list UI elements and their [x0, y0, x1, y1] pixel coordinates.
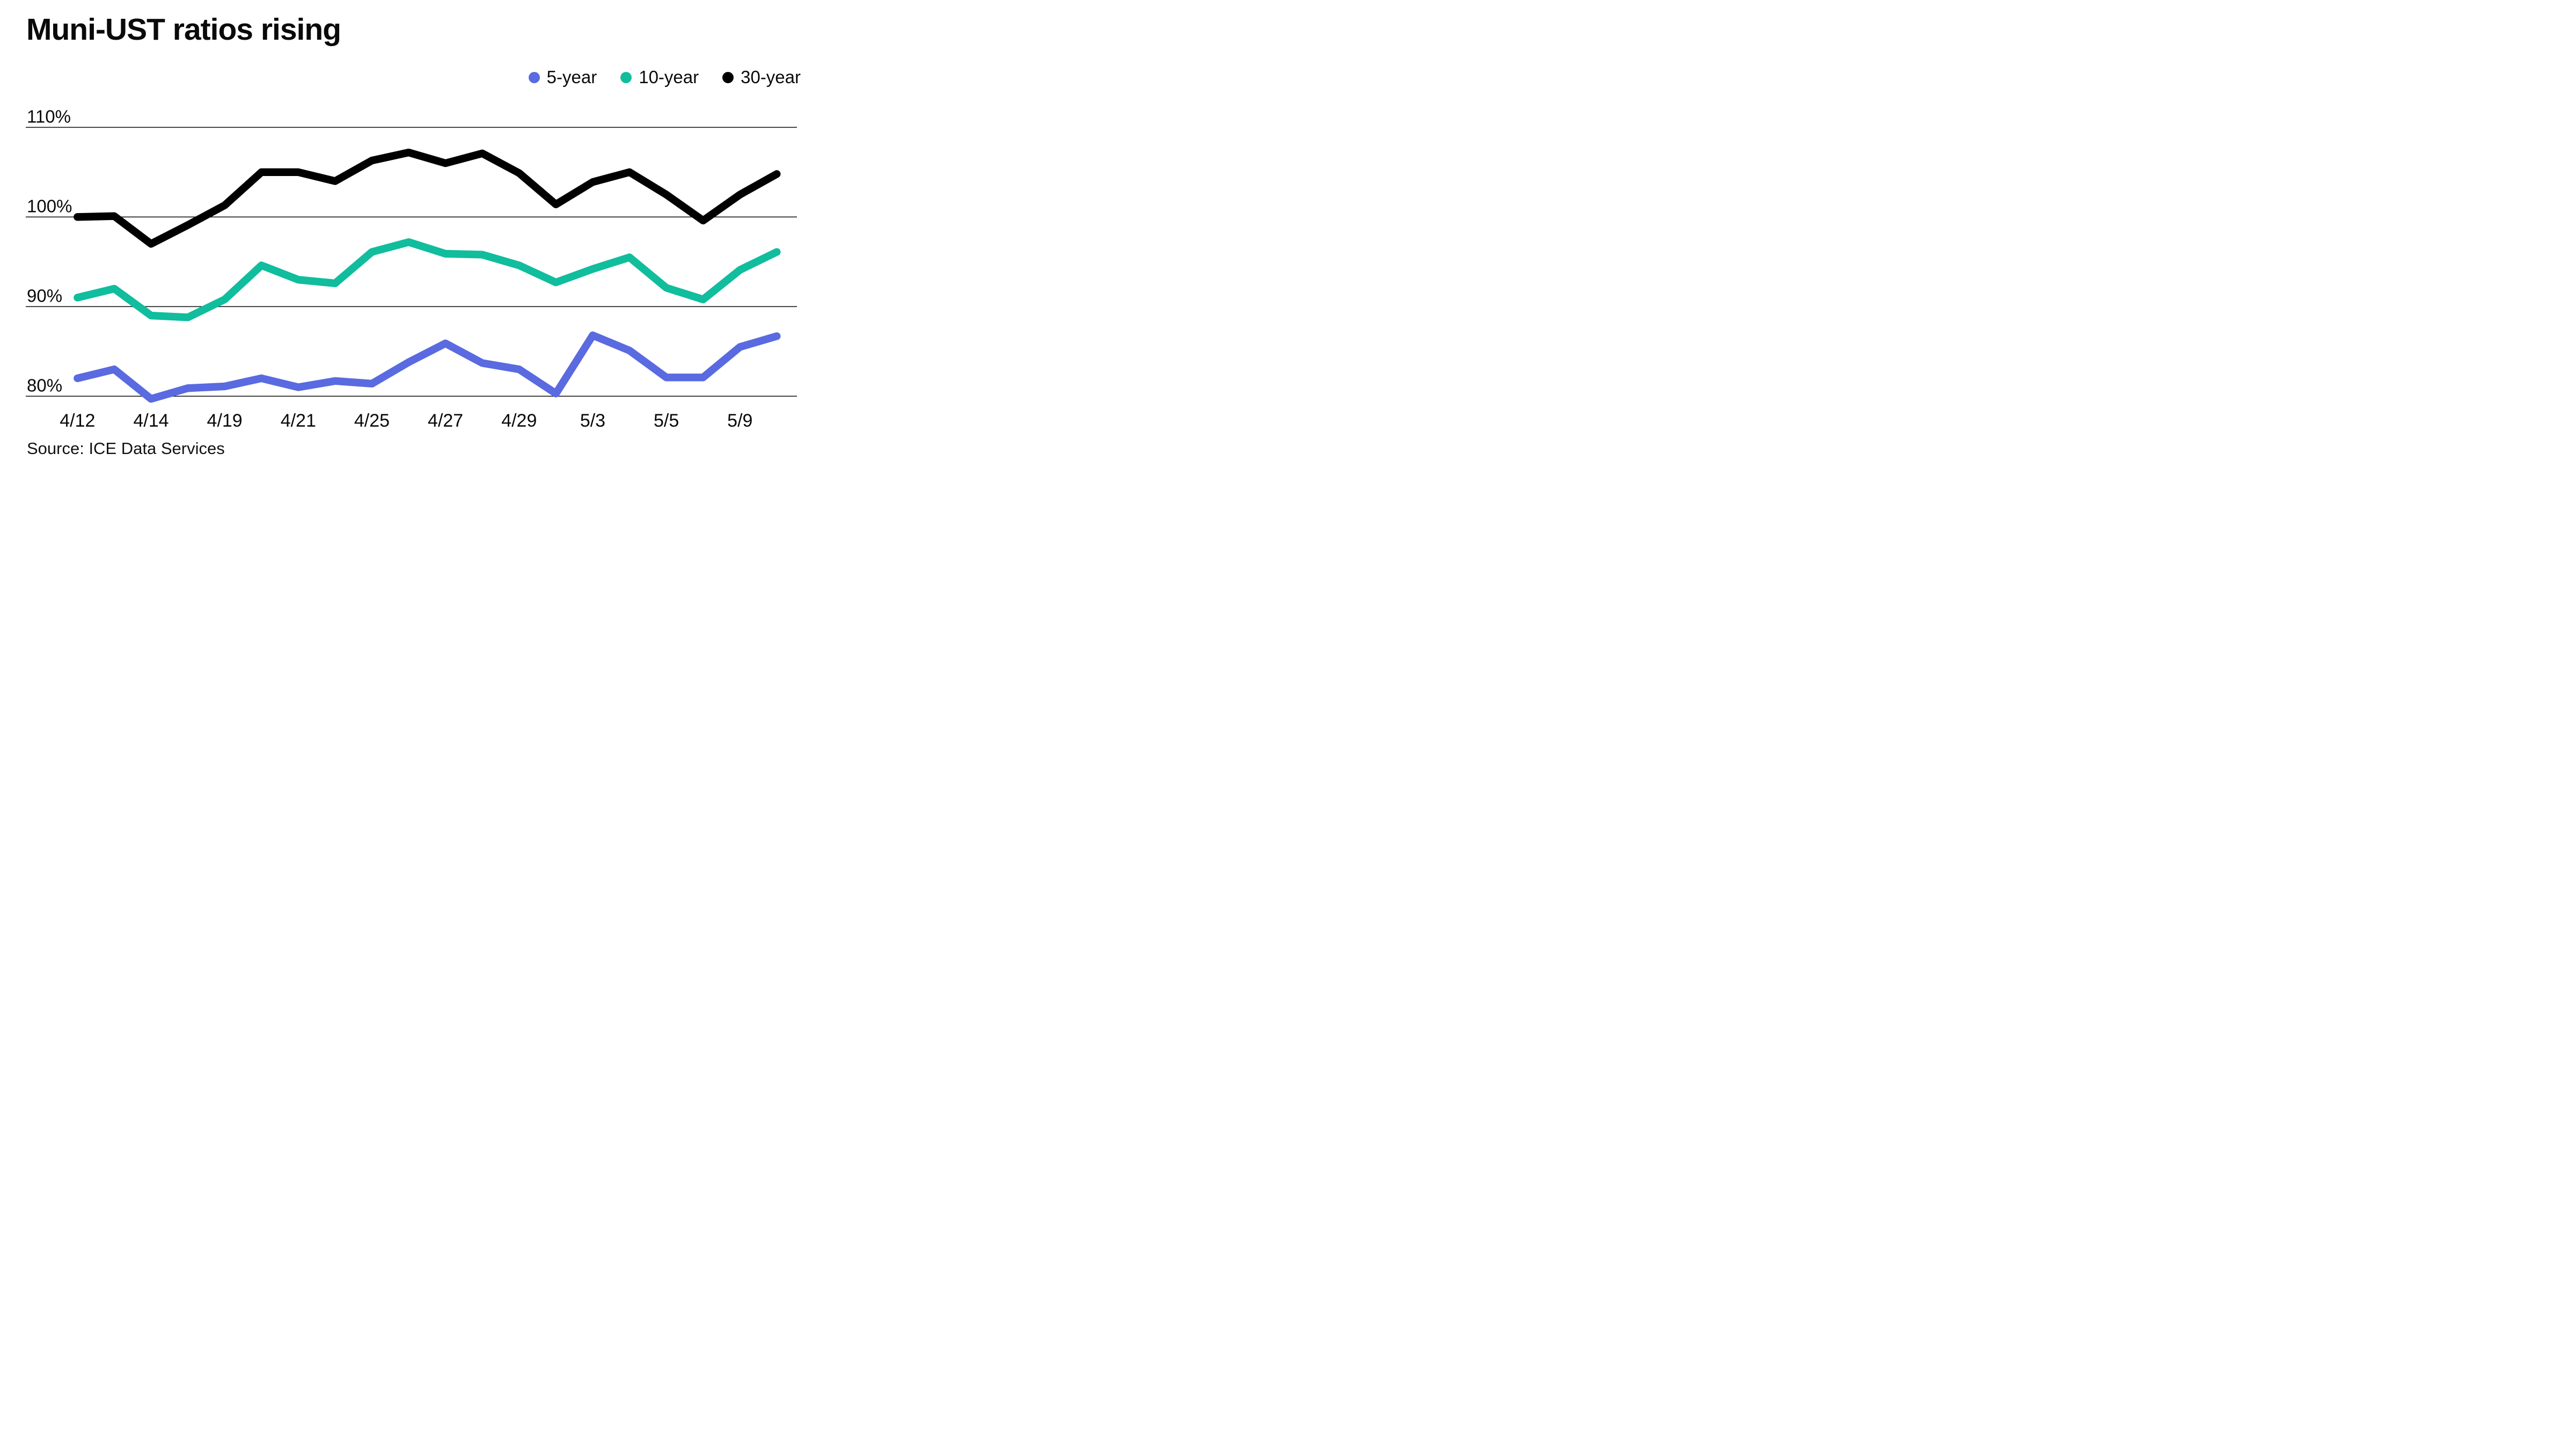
- x-axis-label-5/5: 5/5: [654, 411, 679, 431]
- y-axis-label-80: 80%: [27, 375, 62, 395]
- x-axis-label-4/27: 4/27: [428, 411, 463, 431]
- x-axis-label-4/21: 4/21: [281, 411, 316, 431]
- y-axis-label-100: 100%: [27, 196, 72, 216]
- x-axis-label-4/12: 4/12: [60, 411, 95, 431]
- x-axis-label-4/14: 4/14: [133, 411, 169, 431]
- x-axis-label-4/25: 4/25: [354, 411, 390, 431]
- x-axis-label-4/19: 4/19: [207, 411, 243, 431]
- legend-dot-10-year: [620, 71, 632, 83]
- x-axis-label-5/9: 5/9: [727, 411, 752, 431]
- legend-label: 10-year: [639, 67, 699, 87]
- legend-item-10-year: 10-year: [620, 67, 699, 87]
- line-10-year: [74, 238, 781, 321]
- y-axis-label-90: 90%: [27, 286, 62, 305]
- legend-label: 5-year: [546, 67, 597, 87]
- legend-item-5-year: 5-year: [528, 67, 597, 87]
- line-5-year: [74, 331, 781, 403]
- legend-label: 30-year: [741, 67, 801, 87]
- source-note: Source: ICE Data Services: [27, 439, 225, 458]
- legend: 5-year 10-year 30-year: [528, 67, 801, 87]
- line-30-year: [74, 148, 781, 248]
- chart-title: Muni-UST ratios rising: [26, 12, 341, 47]
- legend-dot-5-year: [528, 71, 540, 83]
- x-axis-label-4/29: 4/29: [501, 411, 537, 431]
- chart-page: Muni-UST ratios rising 5-year 10-year 30-y…: [0, 0, 859, 483]
- legend-item-30-year: 30-year: [722, 67, 801, 87]
- x-axis-label-5/3: 5/3: [580, 411, 605, 431]
- line-chart: 110% 100% 90% 80% 4/12 4/14 4/19 4/21 4/25 4/27 4/…: [26, 106, 797, 431]
- legend-dot-30-year: [722, 71, 734, 83]
- y-axis-label-110: 110%: [27, 106, 71, 126]
